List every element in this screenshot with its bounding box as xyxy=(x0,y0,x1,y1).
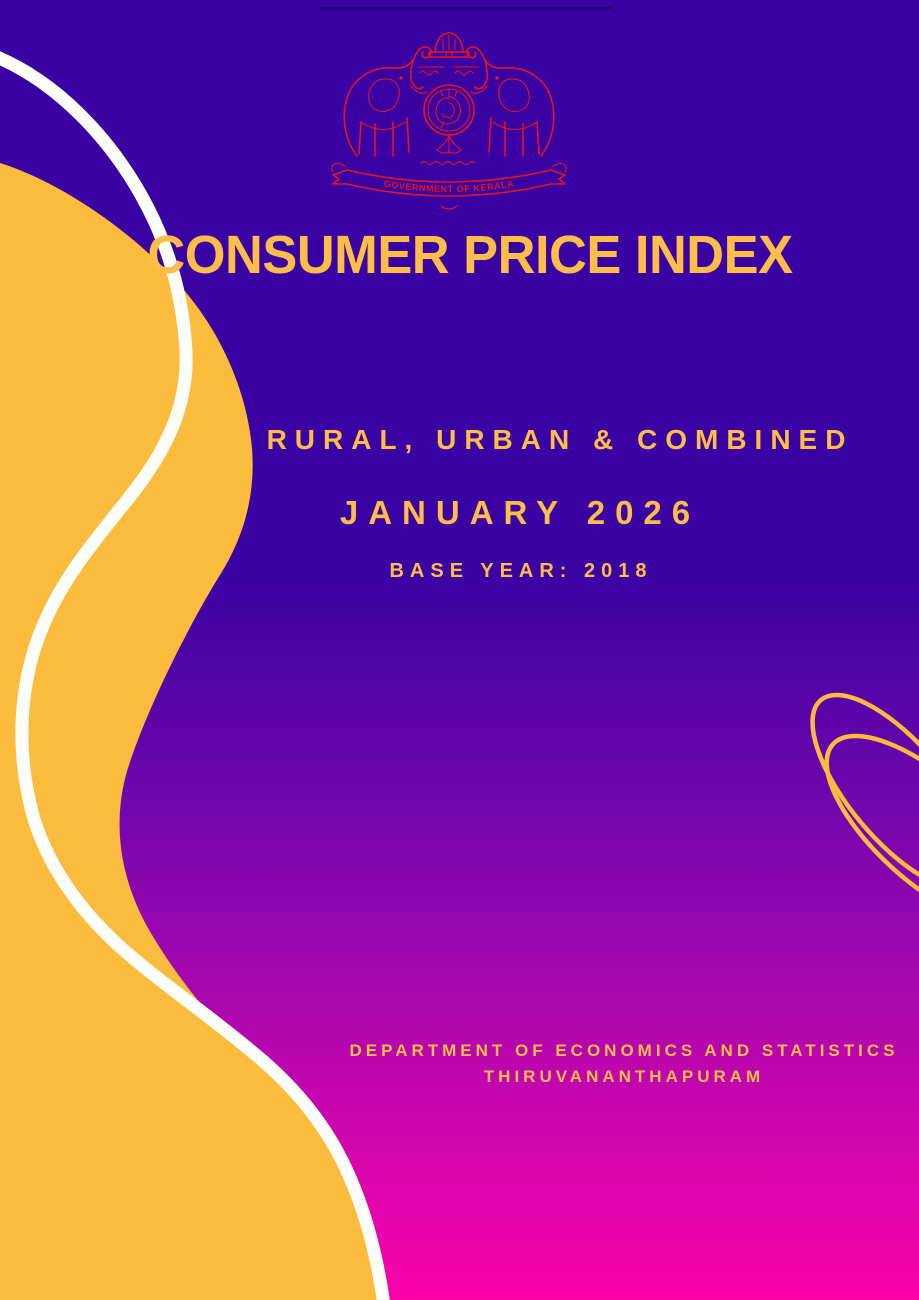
top-divider-line xyxy=(320,7,612,10)
footer-department-line: DEPARTMENT OF ECONOMICS AND STATISTICS xyxy=(349,1041,899,1060)
page-title: CONSUMER PRICE INDEX xyxy=(147,225,793,285)
elephant-left-outline xyxy=(344,47,431,156)
footer-block: DEPARTMENT OF ECONOMICS AND STATISTICS T… xyxy=(343,1038,905,1091)
banner-text: GOVERNMENT OF KERALA xyxy=(383,178,515,194)
motto-devanagari-text xyxy=(419,67,479,75)
loop-ellipse-inner xyxy=(824,733,919,927)
loop-ellipse-outer xyxy=(810,692,919,892)
palmette-ornament xyxy=(437,134,461,153)
conch-circle-icon xyxy=(424,85,474,135)
kerala-government-emblem: GOVERNMENT OF KERALA xyxy=(323,22,575,212)
base-year-label: BASE YEAR: 2018 xyxy=(389,560,653,582)
subtitle-label: RURAL, URBAN & COMBINED xyxy=(266,424,854,455)
banner-ribbon: GOVERNMENT OF KERALA xyxy=(332,164,567,209)
footer-city-line: THIRUVANANTHAPURAM xyxy=(483,1067,765,1087)
right-edge-loop-ornament xyxy=(810,692,919,927)
lion-capital-icon xyxy=(429,33,469,58)
yellow-blob-shape xyxy=(0,163,388,1300)
malayalam-small-text xyxy=(421,162,475,165)
white-wavy-line xyxy=(0,51,390,1300)
elephant-right-outline xyxy=(465,46,555,157)
period-label: JANUARY 2026 xyxy=(339,494,701,531)
